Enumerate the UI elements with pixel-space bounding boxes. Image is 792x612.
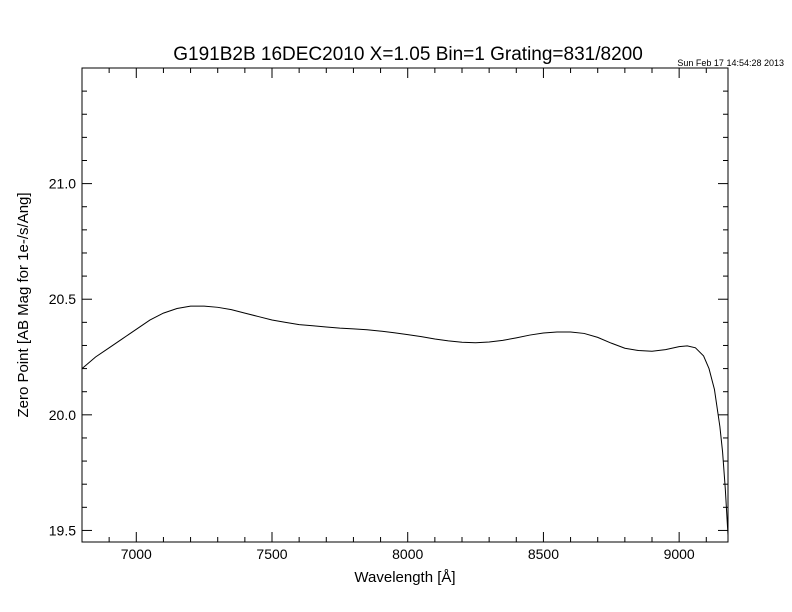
tick-labels-layer: 7000 7500 8000 8500 9000 19.5 20.0 20.5 21.0 xyxy=(49,176,695,562)
plot-frame xyxy=(81,67,729,543)
x-tick-label: 8500 xyxy=(528,546,559,562)
x-axis-label: Wavelength [Å] xyxy=(354,569,455,586)
y-axis-label: Zero Point [AB Mag for 1e-/s/Ang] xyxy=(15,192,32,417)
x-tick-label: 8000 xyxy=(392,546,423,562)
ticks-layer xyxy=(81,68,728,542)
y-tick-label: 19.5 xyxy=(49,522,76,538)
y-tick-label: 20.0 xyxy=(49,407,76,423)
timestamp-label: Sun Feb 17 14:54:28 2013 xyxy=(677,58,784,68)
y-tick-label: 21.0 xyxy=(49,176,76,192)
chart-title: G191B2B 16DEC2010 X=1.05 Bin=1 Grating=8… xyxy=(173,44,643,65)
series-line xyxy=(81,305,729,536)
x-tick-label: 9000 xyxy=(664,546,695,562)
x-tick-label: 7000 xyxy=(121,546,152,562)
x-tick-label: 7500 xyxy=(256,546,287,562)
y-tick-label: 20.5 xyxy=(49,291,76,307)
